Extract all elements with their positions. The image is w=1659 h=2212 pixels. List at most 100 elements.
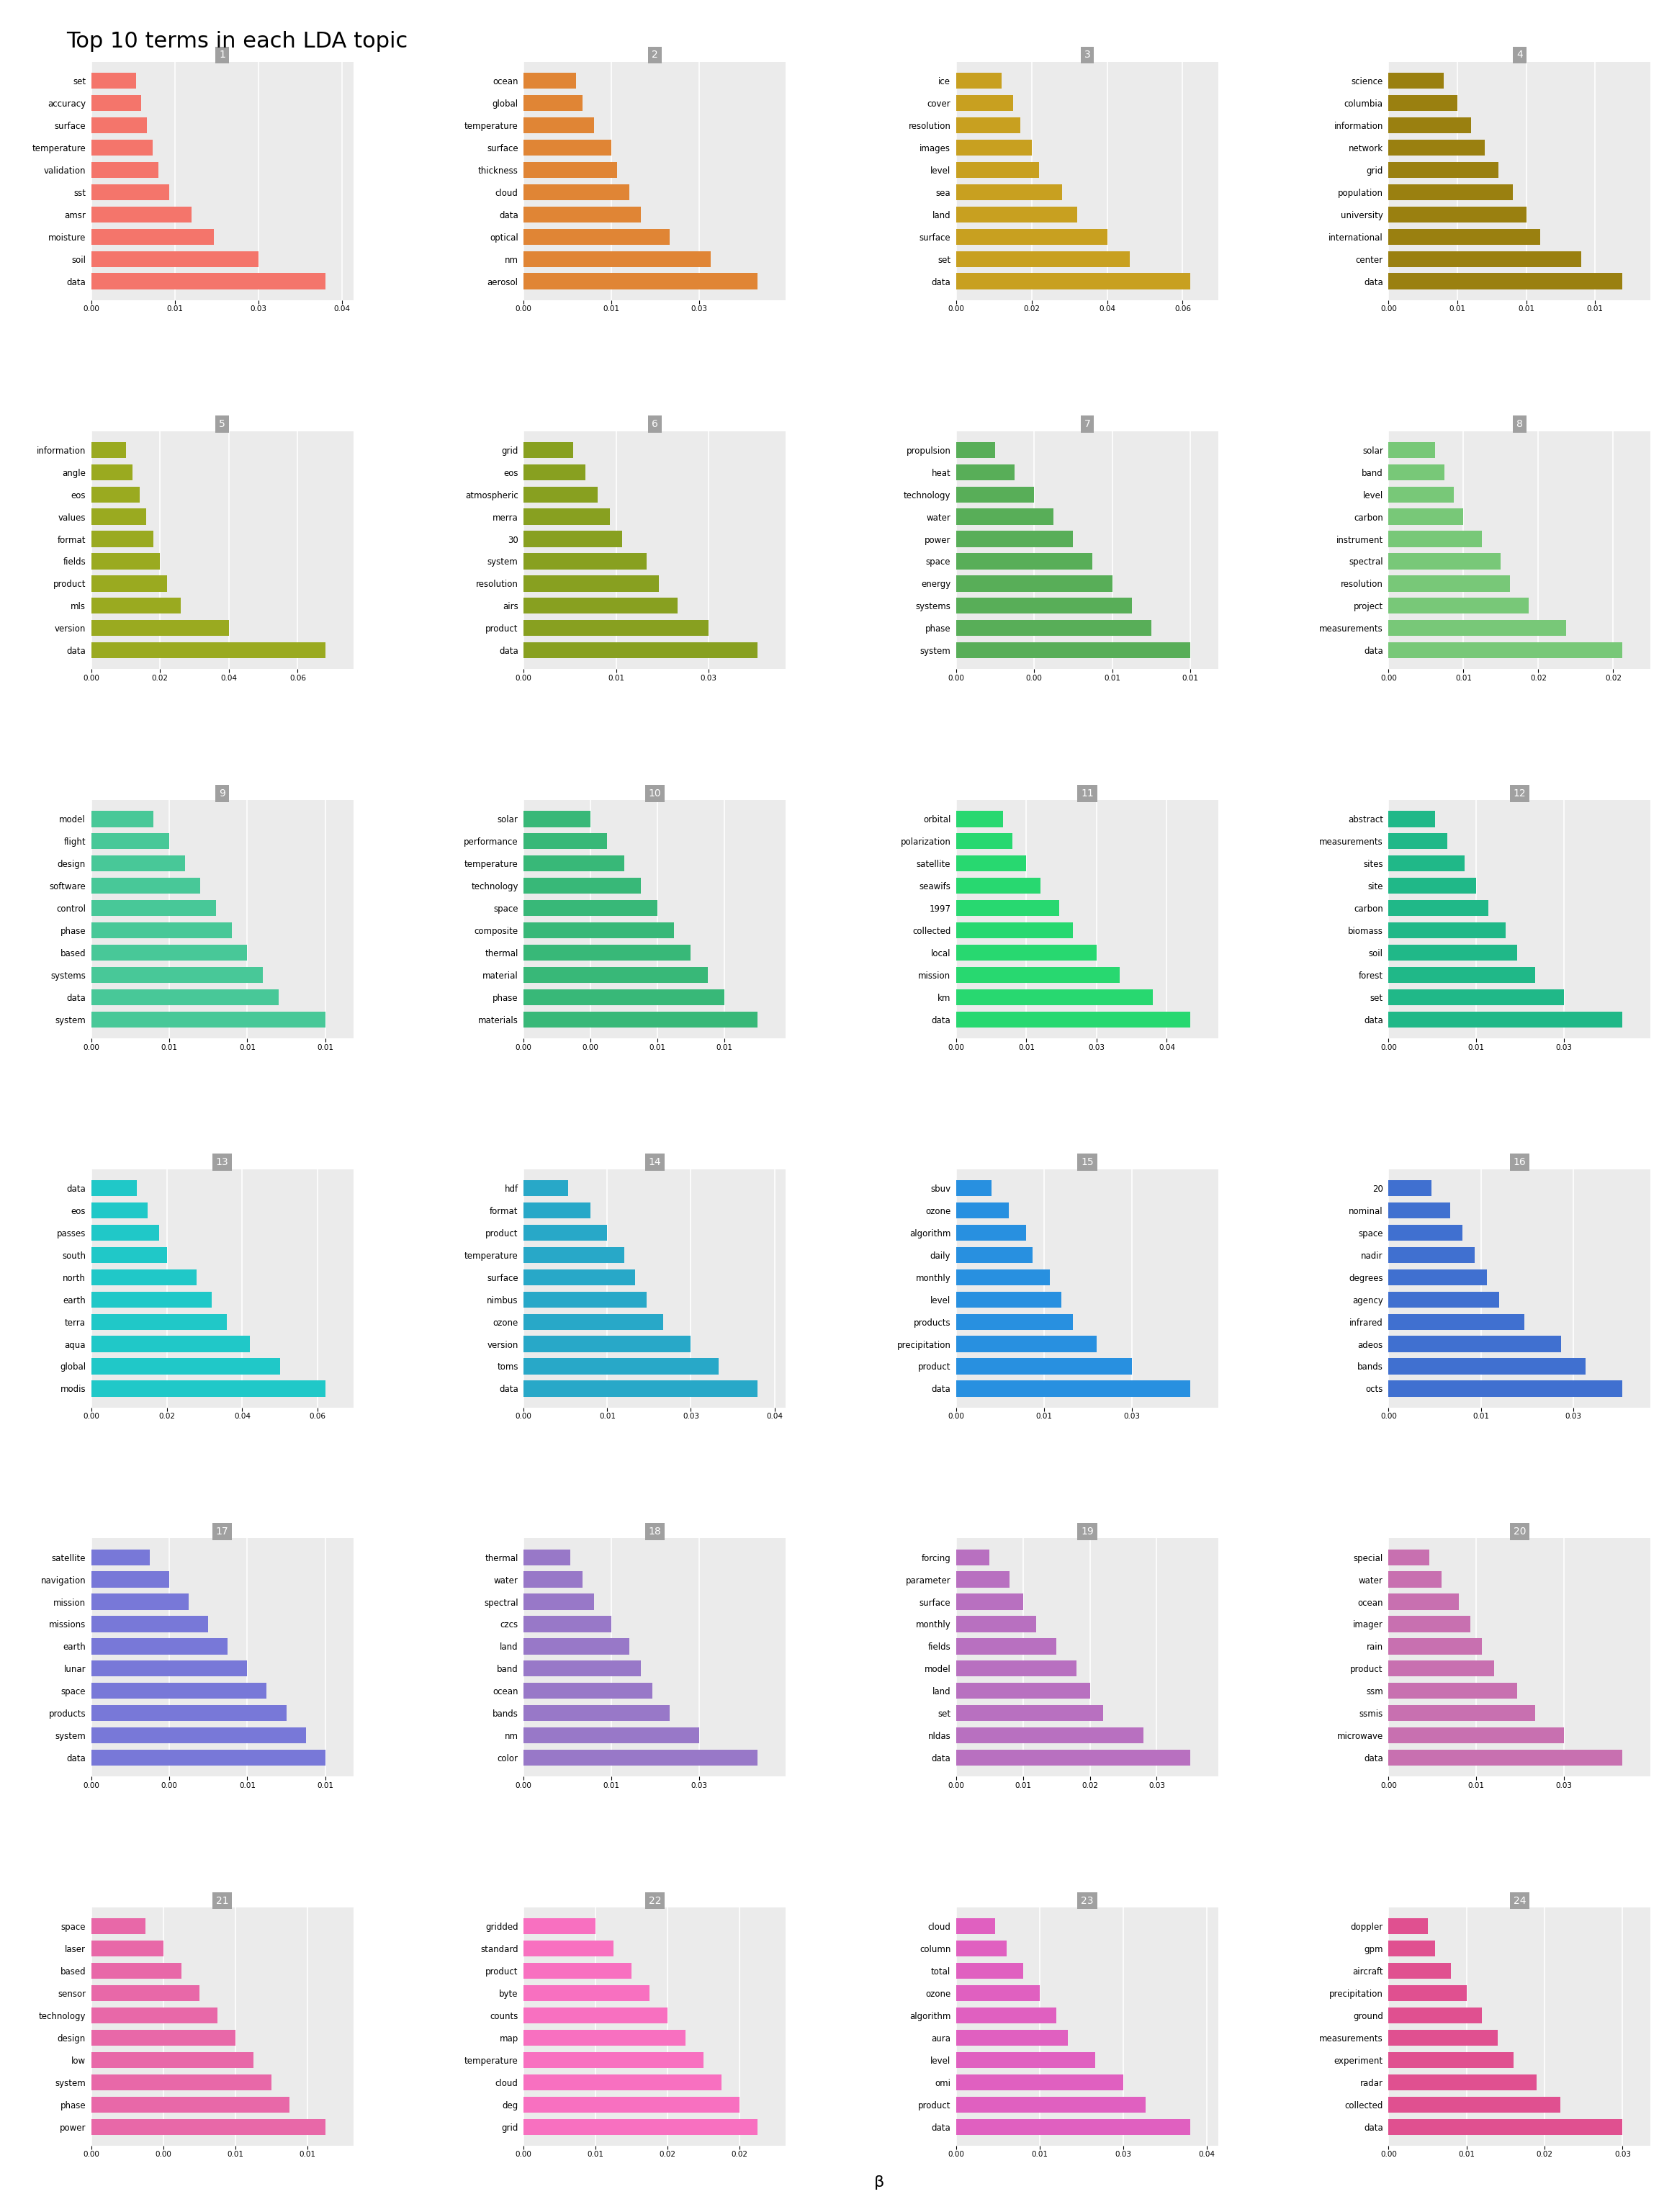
- Title: 18: 18: [649, 1526, 662, 1537]
- Bar: [524, 945, 690, 960]
- Bar: [956, 465, 1015, 480]
- Bar: [956, 1683, 1090, 1699]
- Bar: [1389, 1617, 1470, 1632]
- Bar: [1389, 1011, 1623, 1029]
- Bar: [956, 1314, 1073, 1329]
- Bar: [1389, 812, 1435, 827]
- Bar: [524, 1918, 596, 1933]
- Bar: [956, 1918, 995, 1933]
- Bar: [956, 274, 1190, 290]
- Bar: [91, 1179, 136, 1197]
- Bar: [524, 967, 708, 982]
- Bar: [524, 619, 708, 637]
- Bar: [524, 834, 607, 849]
- Bar: [956, 1617, 1037, 1632]
- Bar: [91, 597, 181, 613]
- Bar: [1389, 1750, 1623, 1765]
- Bar: [91, 228, 214, 246]
- Bar: [956, 1380, 1190, 1396]
- Bar: [1389, 1683, 1518, 1699]
- Title: 6: 6: [652, 418, 659, 429]
- Bar: [91, 641, 325, 659]
- Bar: [1389, 1203, 1450, 1219]
- Bar: [956, 1595, 1024, 1610]
- Bar: [524, 1617, 612, 1632]
- Bar: [91, 1571, 169, 1588]
- Title: 8: 8: [1516, 418, 1523, 429]
- Bar: [524, 922, 674, 938]
- Bar: [956, 641, 1190, 659]
- Title: 19: 19: [1080, 1526, 1093, 1537]
- Bar: [1389, 1595, 1458, 1610]
- Bar: [91, 2119, 325, 2135]
- Bar: [524, 575, 659, 591]
- Bar: [91, 856, 184, 872]
- Bar: [1389, 2053, 1513, 2068]
- Bar: [524, 1750, 758, 1765]
- Bar: [956, 1639, 1057, 1655]
- Bar: [524, 161, 617, 177]
- Bar: [1389, 95, 1458, 111]
- Bar: [956, 509, 1053, 524]
- Bar: [91, 834, 169, 849]
- Bar: [1389, 250, 1581, 268]
- Bar: [524, 73, 576, 88]
- Bar: [91, 619, 229, 637]
- Bar: [1389, 2097, 1559, 2112]
- Bar: [956, 1728, 1143, 1743]
- Bar: [1389, 1358, 1586, 1374]
- Bar: [524, 509, 611, 524]
- Bar: [91, 967, 262, 982]
- Bar: [91, 1225, 159, 1241]
- Bar: [1389, 1248, 1475, 1263]
- Bar: [524, 2119, 758, 2135]
- Text: Top 10 terms in each LDA topic: Top 10 terms in each LDA topic: [66, 31, 408, 51]
- Bar: [1389, 274, 1623, 290]
- Bar: [524, 878, 640, 894]
- Bar: [956, 1292, 1062, 1307]
- Bar: [91, 922, 232, 938]
- Bar: [91, 575, 168, 591]
- Bar: [524, 1571, 582, 1588]
- Title: 23: 23: [1082, 1896, 1093, 1907]
- Title: 7: 7: [1083, 418, 1090, 429]
- Bar: [524, 2008, 667, 2024]
- Bar: [524, 856, 624, 872]
- Bar: [1389, 834, 1447, 849]
- Bar: [1389, 1918, 1428, 1933]
- Bar: [91, 1750, 325, 1765]
- Bar: [91, 989, 279, 1004]
- Bar: [524, 117, 594, 133]
- Bar: [524, 812, 591, 827]
- Bar: [956, 1248, 1032, 1263]
- Bar: [91, 1314, 227, 1329]
- Bar: [956, 1225, 1027, 1241]
- Bar: [91, 553, 159, 568]
- Bar: [956, 442, 995, 458]
- Bar: [956, 117, 1020, 133]
- Bar: [1389, 922, 1506, 938]
- Bar: [1389, 228, 1540, 246]
- Bar: [91, 1984, 199, 2002]
- Bar: [1389, 856, 1465, 872]
- Bar: [91, 2031, 236, 2046]
- Bar: [1389, 597, 1530, 613]
- Bar: [524, 1639, 629, 1655]
- Bar: [1389, 2119, 1623, 2135]
- Bar: [524, 2053, 703, 2068]
- Title: 17: 17: [216, 1526, 229, 1537]
- Bar: [956, 206, 1077, 223]
- Bar: [1389, 509, 1463, 524]
- Bar: [524, 2097, 740, 2112]
- Bar: [1389, 465, 1445, 480]
- Title: 5: 5: [219, 418, 226, 429]
- Title: 9: 9: [219, 787, 226, 799]
- Bar: [956, 250, 1130, 268]
- Bar: [1389, 531, 1481, 546]
- Title: 4: 4: [1516, 51, 1523, 60]
- Bar: [91, 487, 139, 502]
- Title: 2: 2: [652, 51, 659, 60]
- Bar: [91, 1705, 287, 1721]
- Bar: [956, 619, 1151, 637]
- Bar: [1389, 206, 1526, 223]
